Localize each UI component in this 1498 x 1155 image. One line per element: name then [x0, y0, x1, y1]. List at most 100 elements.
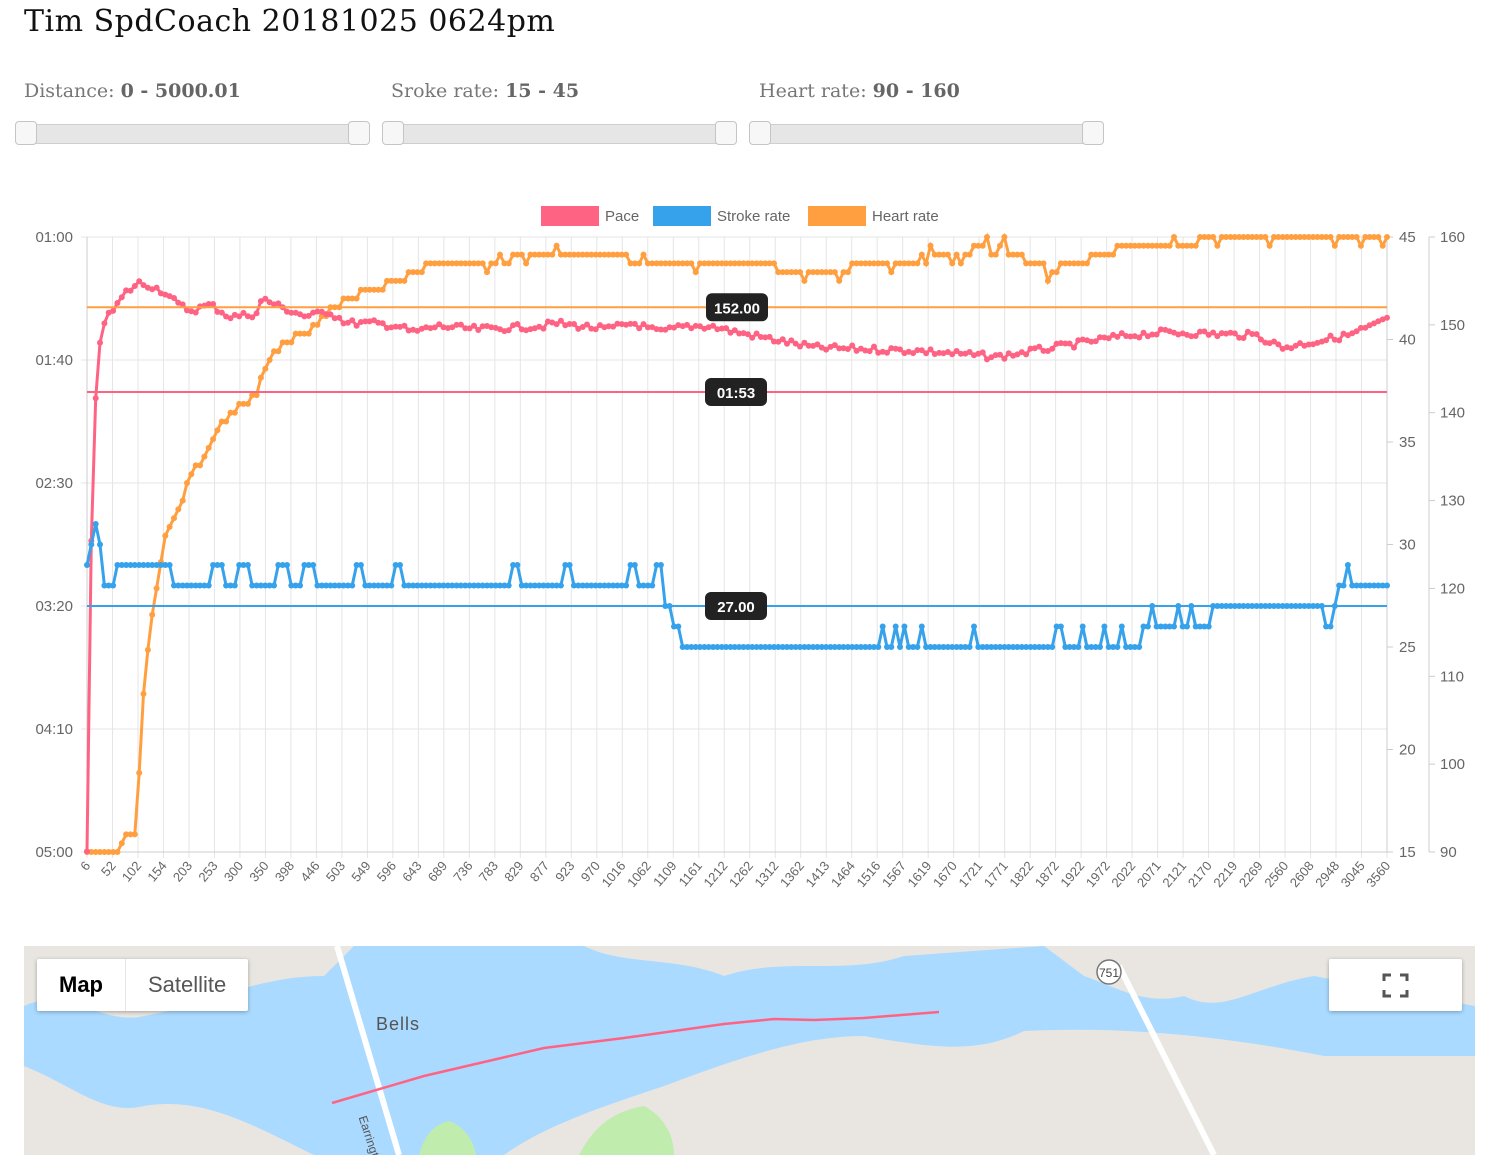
pace-point — [953, 348, 960, 354]
heart-rate-point — [475, 260, 482, 267]
heart-rate-point — [1257, 234, 1264, 240]
heart-rate-point — [149, 611, 156, 618]
heart-rate-point — [444, 260, 451, 267]
stroke-rate-point — [192, 582, 199, 589]
pace-point — [253, 310, 260, 317]
x-tick-label: 1262 — [726, 858, 756, 890]
stroke-rate-point — [501, 582, 508, 589]
stroke-rate-point — [892, 623, 899, 630]
x-tick-label: 877 — [527, 858, 552, 884]
satellite-view-button[interactable]: Satellite — [125, 959, 248, 1011]
stroke-rate-min-handle[interactable] — [382, 121, 404, 145]
pace-point — [957, 350, 964, 357]
heart-rate-point — [1092, 251, 1099, 258]
stroke-rate-point — [171, 582, 177, 589]
heart-rate-point — [1149, 242, 1156, 249]
stroke-rate-point — [584, 582, 590, 589]
distance-max-handle[interactable] — [348, 121, 370, 145]
pace-point — [1288, 345, 1295, 352]
pace-point — [1153, 331, 1160, 338]
rowing-route — [331, 1010, 940, 1105]
heart-rate-point — [671, 260, 677, 267]
x-tick-label: 2219 — [1210, 858, 1240, 890]
pace-point — [797, 343, 803, 350]
stroke-rate-point — [1136, 644, 1143, 650]
stroke-tick-label: 35 — [1399, 434, 1416, 451]
x-tick-label: 1161 — [676, 858, 705, 889]
stroke-rate-point — [818, 644, 825, 650]
stroke-rate-point — [792, 644, 799, 650]
map-view-button[interactable]: Map — [59, 972, 103, 997]
pace-point — [357, 319, 364, 325]
x-tick-label: 52 — [98, 858, 119, 879]
legend-label: Heart rate — [872, 208, 939, 225]
x-tick-label: 446 — [297, 858, 322, 884]
chart-legend: Pace Stroke rate Heart rate — [541, 206, 939, 226]
distance-slider[interactable] — [15, 121, 370, 145]
heart-rate-point — [762, 260, 769, 267]
pace-point — [1140, 329, 1147, 336]
heart-rate-max-handle[interactable] — [1082, 121, 1104, 145]
pace-point — [214, 308, 221, 315]
pace-point — [1157, 326, 1164, 333]
fullscreen-button[interactable] — [1329, 959, 1462, 1011]
heart-rate-point — [966, 251, 973, 258]
heart-rate-point — [1118, 242, 1125, 249]
stroke-rate-point — [857, 644, 864, 650]
stroke-rate-point — [1079, 623, 1086, 630]
heart-rate-point — [266, 357, 273, 363]
pace-point — [766, 333, 773, 340]
pace-point — [1297, 340, 1303, 347]
heart-rate-point — [744, 260, 751, 267]
heart-rate-min-handle[interactable] — [749, 121, 771, 145]
heart-rate-point — [1266, 242, 1273, 249]
heart-rate-point — [527, 251, 534, 258]
stroke-rate-point — [1105, 644, 1112, 650]
stroke-rate-point — [840, 644, 847, 650]
heart-rate-point — [766, 260, 773, 267]
pace-point — [1127, 333, 1134, 340]
heart-rate-point — [427, 260, 434, 267]
pace-point — [831, 342, 838, 349]
stroke-rate-line — [85, 523, 1387, 649]
stroke-rate-point — [471, 582, 477, 589]
pace-point — [692, 322, 699, 329]
map-canvas[interactable]: 751 — [24, 946, 1475, 1155]
x-tick-label: 2560 — [1261, 858, 1291, 890]
heart-rate-point — [249, 392, 256, 399]
pace-point — [992, 352, 999, 359]
stroke-rate-point — [1092, 644, 1099, 650]
pace-point — [305, 312, 312, 319]
stroke-rate-point — [344, 582, 351, 589]
stroke-rate-point — [153, 562, 160, 568]
distance-min-handle[interactable] — [15, 121, 37, 145]
stroke-rate-point — [288, 582, 295, 589]
pace-point — [927, 346, 934, 353]
pace-point — [192, 309, 199, 316]
heart-rate-point — [523, 260, 530, 267]
pace-point — [1327, 332, 1334, 339]
x-tick-label: 549 — [348, 858, 373, 884]
stroke-rate-point — [449, 582, 456, 589]
stroke-rate-point — [292, 582, 299, 589]
stroke-rate-point — [771, 644, 777, 650]
stroke-rate-point — [1118, 623, 1125, 630]
heart-rate-point — [1144, 242, 1151, 249]
heart-rate-slider[interactable] — [749, 121, 1104, 145]
stroke-rate-max-handle[interactable] — [715, 121, 737, 145]
route-map[interactable]: 751 Bells Earrington R Map Satellite — [24, 946, 1475, 1155]
heart-rate-point — [401, 277, 408, 284]
heart-rate-point — [514, 251, 521, 258]
stroke-rate-point — [205, 582, 212, 589]
pace-point — [614, 320, 621, 327]
stroke-rate-point — [514, 562, 521, 568]
heart-rate-point — [901, 260, 908, 267]
stroke-rate-slider[interactable] — [382, 121, 737, 145]
stroke-rate-point — [518, 582, 525, 589]
pace-point — [710, 322, 717, 329]
stroke-rate-point — [362, 582, 369, 589]
pace-point — [1027, 345, 1034, 352]
heart-rate-point — [392, 277, 399, 284]
heart-rate-point — [1288, 234, 1295, 240]
heart-rate-point — [1244, 234, 1251, 240]
